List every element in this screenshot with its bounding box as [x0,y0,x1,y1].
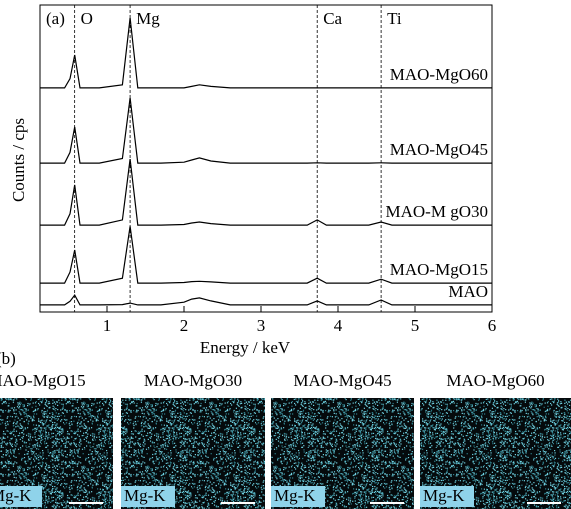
panel-label: (b) [0,349,16,368]
map-title: MAO-MgO15 [0,371,86,390]
element-label: Mg [136,9,160,28]
series-label: MAO-MgO15 [390,260,488,279]
x-tick-label: 5 [411,316,420,335]
map-label: Mg-K [423,486,465,505]
panel-label: (a) [46,9,65,28]
x-axis-label: Energy / keV [200,338,291,357]
x-tick-label: 4 [334,316,343,335]
map-title: MAO-MgO45 [293,371,391,390]
y-axis-label: Counts / cps [9,118,28,202]
element-label: Ti [387,9,402,28]
spectrum-line [40,295,492,305]
map-label: Mg-K [124,486,166,505]
x-tick-label: 1 [103,316,112,335]
series-label: MAO-MgO45 [390,140,488,159]
series-label: MAO [448,282,488,301]
map-label: Mg-K [274,486,316,505]
figure: (a) Energy / keV Counts / cps (b) 1 2 3 4 5 6… [0,0,571,509]
page: {"chart_data": {"type": "line", "panel_l… [0,0,571,509]
element-label: Ca [323,9,342,28]
map-label: Mg-K [0,486,32,505]
x-tick-label: 3 [257,316,266,335]
x-tick-label: 6 [488,316,497,335]
map-title: MAO-MgO60 [446,371,544,390]
series-label: MAO-M gO30 [386,202,488,221]
x-tick-label: 2 [180,316,189,335]
map-title: MAO-MgO30 [144,371,242,390]
element-label: O [81,9,93,28]
series-label: MAO-MgO60 [390,65,488,84]
